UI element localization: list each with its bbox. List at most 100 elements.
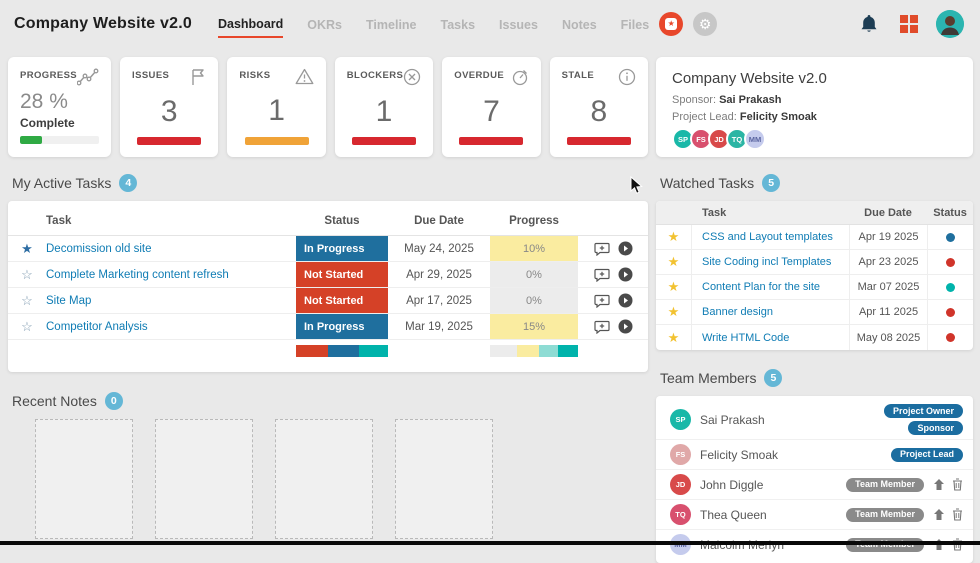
task-link[interactable]: Site Map [46, 294, 92, 307]
progress-value: 15% [490, 314, 578, 339]
col-due-date: Due Date [414, 215, 464, 227]
list-item: JD John Diggle Team Member [656, 470, 973, 500]
avatar: JD [670, 474, 691, 495]
star-icon[interactable]: ★ [21, 241, 33, 256]
project-info-card: Company Website v2.0 Sponsor: Sai Prakas… [656, 57, 973, 157]
task-link[interactable]: CSS and Layout templates [702, 231, 833, 243]
note-placeholder [395, 419, 493, 539]
section-title: Watched Tasks [660, 175, 755, 191]
gear-icon[interactable]: ⚙ [693, 12, 718, 36]
stat-card-issues: ISSUES 3 [120, 57, 219, 157]
table-row: ★ CSS and Layout templates Apr 19 2025 [656, 225, 973, 250]
start-timer-icon[interactable] [618, 241, 633, 256]
add-comment-icon[interactable] [593, 320, 610, 334]
section-title: Team Members [660, 370, 757, 386]
promote-icon[interactable] [933, 508, 945, 521]
member-name: Felicity Smoak [700, 447, 779, 462]
tab-issues[interactable]: Issues [499, 17, 538, 32]
tab-timeline[interactable]: Timeline [366, 17, 417, 32]
star-icon[interactable]: ☆ [21, 267, 33, 282]
tab-dashboard[interactable]: Dashboard [217, 11, 284, 38]
due-date: Mar 19, 2025 [405, 320, 473, 333]
star-icon[interactable]: ★ [667, 229, 680, 244]
status-badge: In Progress [296, 314, 388, 339]
stat-label: RISKS [239, 70, 271, 81]
list-item: SP Sai Prakash Project Owner Sponsor [656, 400, 973, 440]
member-name: Thea Queen [700, 507, 767, 522]
table-header: Task Due Date Status [656, 201, 973, 225]
task-link[interactable]: Complete Marketing content refresh [46, 268, 229, 281]
record-icon-inner: ★ [665, 18, 678, 30]
table-row: ☆ Site Map Not Started Apr 17, 2025 0% [8, 288, 648, 314]
project-member-avatars: SP FS JD TQ MM [672, 128, 957, 150]
stat-value: 8 [590, 94, 608, 128]
start-timer-icon[interactable] [618, 267, 633, 282]
status-badge: In Progress [296, 236, 388, 261]
add-comment-icon[interactable] [593, 268, 610, 282]
progress-summary-bar [490, 345, 578, 357]
member-name: Sai Prakash [700, 412, 765, 427]
apps-grid-icon[interactable] [900, 15, 918, 33]
bell-icon[interactable] [860, 14, 878, 34]
role-badge: Project Owner [883, 404, 963, 418]
star-icon[interactable]: ★ [667, 254, 680, 269]
add-comment-icon[interactable] [593, 294, 610, 308]
table-row: ★ Write HTML Code May 08 2025 [656, 325, 973, 350]
task-link[interactable]: Content Plan for the site [702, 281, 821, 293]
watched-tasks-heading: Watched Tasks 5 [660, 174, 973, 192]
delete-icon[interactable] [952, 508, 963, 521]
promote-icon[interactable] [933, 478, 945, 491]
col-task: Task [702, 206, 727, 219]
table-row: ★ Site Coding incl Templates Apr 23 2025 [656, 250, 973, 275]
table-header: Task Status Due Date Progress [8, 207, 648, 236]
tab-files[interactable]: Files [620, 17, 650, 32]
progress-percent: 28 % [20, 90, 68, 113]
task-link[interactable]: Banner design [702, 306, 773, 318]
team-members-list: SP Sai Prakash Project Owner Sponsor FS … [656, 396, 973, 563]
status-dot [946, 333, 955, 342]
note-placeholder [155, 419, 253, 539]
due-date: Apr 29, 2025 [406, 268, 472, 281]
add-comment-icon[interactable] [593, 242, 610, 256]
watched-tasks-count-badge: 5 [762, 174, 781, 192]
start-timer-icon[interactable] [618, 293, 633, 308]
stat-value: 3 [160, 94, 178, 128]
circle-x-icon [403, 68, 421, 86]
star-icon[interactable]: ☆ [21, 293, 33, 308]
active-tasks-table: Task Status Due Date Progress ★ Decomiss… [8, 201, 648, 372]
stat-bar [566, 137, 631, 145]
star-icon[interactable]: ★ [667, 279, 680, 294]
col-status: Status [933, 206, 967, 219]
progress-bar-track [20, 136, 100, 144]
stat-card-stale: STALE 8 [549, 57, 648, 157]
user-avatar[interactable] [936, 10, 964, 38]
star-icon[interactable]: ★ [667, 329, 680, 345]
tab-okrs[interactable]: OKRs [307, 17, 343, 32]
status-badge: Not Started [296, 288, 388, 313]
project-lead-name: Felicity Smoak [739, 111, 817, 123]
stat-card-risks: RISKS 1 [227, 57, 326, 157]
avatar: TQ [670, 504, 691, 525]
stat-card-progress: PROGRESS 28 % Complete [8, 57, 112, 157]
tab-tasks[interactable]: Tasks [440, 17, 476, 32]
record-icon[interactable]: ★ [659, 12, 684, 36]
sponsor-line: Sponsor: Sai Prakash [672, 94, 782, 106]
delete-icon[interactable] [952, 478, 963, 491]
progress-sublabel: Complete [20, 116, 75, 130]
tab-notes[interactable]: Notes [561, 17, 597, 32]
stat-label: OVERDUE [454, 70, 505, 81]
table-row: ★ Content Plan for the site Mar 07 2025 [656, 275, 973, 300]
active-tasks-heading: My Active Tasks 4 [12, 174, 648, 192]
star-icon[interactable]: ☆ [21, 319, 33, 334]
watched-tasks-table: Task Due Date Status ★ CSS and Layout te… [656, 201, 973, 350]
role-badge: Project Lead [890, 447, 963, 462]
start-timer-icon[interactable] [618, 319, 633, 334]
task-link[interactable]: Site Coding incl Templates [702, 256, 832, 268]
star-icon[interactable]: ★ [667, 304, 680, 319]
due-date: May 24, 2025 [404, 242, 474, 255]
section-title: My Active Tasks [12, 175, 112, 191]
task-link[interactable]: Competitor Analysis [46, 320, 148, 333]
task-link[interactable]: Write HTML Code [702, 331, 790, 344]
task-link[interactable]: Decomission old site [46, 242, 152, 255]
timer-icon [511, 68, 529, 86]
